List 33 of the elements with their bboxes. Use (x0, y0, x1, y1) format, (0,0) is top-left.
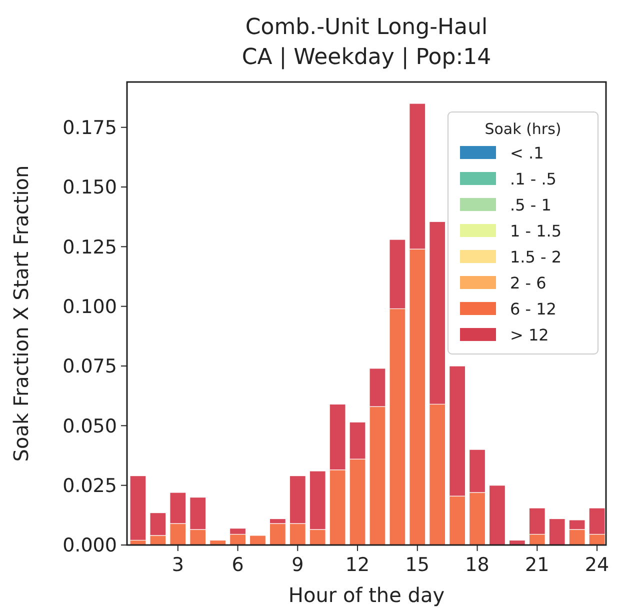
x-axis-title: Hour of the day (288, 583, 445, 607)
y-tick-label: 0.050 (62, 415, 117, 438)
x-tick-label: 15 (405, 554, 430, 576)
legend-label: 1 - 1.5 (510, 222, 562, 241)
x-tick-label: 12 (345, 554, 370, 576)
y-tick-label: 0.125 (62, 236, 117, 258)
legend-label: 1.5 - 2 (510, 248, 562, 267)
y-tick-label: 0.175 (62, 116, 117, 139)
x-tick-label: 6 (232, 554, 244, 576)
y-tick-label: 0.075 (62, 356, 117, 378)
x-tick-label: 9 (292, 554, 304, 576)
x-tick-label: 3 (172, 554, 184, 576)
legend-title: Soak (hrs) (484, 120, 562, 138)
y-tick-label: 0.100 (62, 296, 117, 318)
bar (488, 485, 506, 546)
legend-label: .1 - .5 (510, 170, 556, 189)
legend-label: 2 - 6 (510, 274, 546, 293)
legend-label: < .1 (510, 144, 544, 163)
legend-label: > 12 (510, 326, 549, 345)
x-tick-label: 21 (525, 554, 550, 576)
y-tick-label: 0.000 (62, 534, 117, 557)
y-tick-label: 0.150 (62, 176, 117, 199)
legend-label: 6 - 12 (510, 300, 556, 319)
bar (249, 535, 266, 546)
x-tick-label: 24 (584, 554, 610, 576)
bar (548, 518, 566, 546)
y-axis-title: Soak Fraction X Start Fraction (9, 165, 33, 462)
y-tick-label: 0.025 (62, 474, 117, 497)
x-tick-label: 18 (465, 554, 490, 576)
legend-label: .5 - 1 (510, 196, 552, 215)
chart-title: Comb.-Unit Long-Haul (245, 15, 488, 40)
chart-subtitle: CA | Weekday | Pop:14 (242, 45, 492, 70)
bar (130, 475, 146, 541)
